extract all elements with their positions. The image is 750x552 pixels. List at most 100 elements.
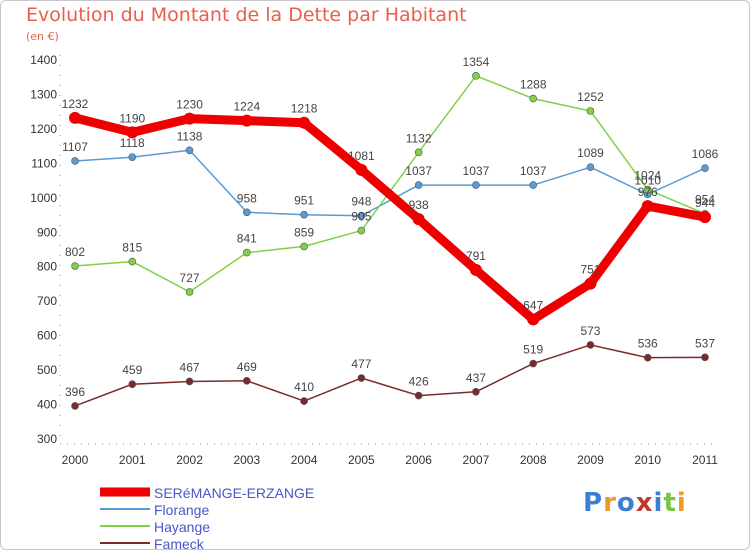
proxiti-logo: Proxiti xyxy=(583,488,687,518)
y-tick-label: 500 xyxy=(37,363,57,377)
data-label: 954 xyxy=(695,193,715,207)
data-point xyxy=(243,376,251,385)
y-tick-label: 400 xyxy=(37,398,57,412)
data-label: 477 xyxy=(351,357,371,371)
logo-letter: o xyxy=(616,488,636,518)
data-point xyxy=(126,126,139,139)
data-label: 459 xyxy=(122,363,142,377)
data-label: 1086 xyxy=(692,147,719,161)
x-tick-label: 2003 xyxy=(233,453,260,467)
data-label: 1118 xyxy=(120,136,145,150)
data-label: 1010 xyxy=(634,173,661,187)
x-tick-label: 2004 xyxy=(291,453,318,467)
data-label: 1024 xyxy=(634,169,661,183)
data-label: 1230 xyxy=(176,98,203,112)
x-tick-label: 2007 xyxy=(463,453,490,467)
data-point xyxy=(355,163,368,176)
data-point xyxy=(701,353,709,362)
data-label: 727 xyxy=(180,271,200,285)
legend-swatch xyxy=(100,542,150,544)
data-label: 938 xyxy=(409,198,429,212)
legend-swatch xyxy=(100,508,150,510)
chart-subtitle: (en €) xyxy=(26,30,59,43)
data-label: 958 xyxy=(237,191,257,205)
data-point xyxy=(357,374,366,382)
data-label: 944 xyxy=(695,196,715,210)
series-line xyxy=(70,113,710,324)
data-point xyxy=(298,116,311,129)
data-point xyxy=(412,213,425,226)
data-label: 426 xyxy=(409,375,429,389)
legend-item-fameck: Fameck xyxy=(100,535,314,552)
data-point xyxy=(414,181,423,189)
data-point xyxy=(357,226,366,235)
data-point xyxy=(586,107,595,115)
legend-item-serémange: SERéMANGE-ERZANGE xyxy=(100,484,314,501)
x-tick-label: 2011 xyxy=(692,453,718,467)
data-point xyxy=(641,200,654,213)
data-point xyxy=(300,397,308,405)
y-tick-label: 1400 xyxy=(30,53,57,67)
data-point xyxy=(71,262,79,270)
data-point xyxy=(300,210,308,219)
data-point xyxy=(185,377,194,386)
data-label: 815 xyxy=(122,241,142,255)
y-tick-label: 1300 xyxy=(30,87,57,101)
data-point xyxy=(128,257,137,266)
data-label: 396 xyxy=(65,385,85,399)
data-label: 1081 xyxy=(348,149,375,163)
data-point xyxy=(586,163,595,171)
series-line xyxy=(74,149,706,217)
data-point xyxy=(586,341,595,349)
data-point xyxy=(472,72,480,80)
legend-item-florange: Florange xyxy=(100,501,314,518)
data-label: 905 xyxy=(351,210,371,224)
x-tick-label: 2006 xyxy=(405,453,432,467)
data-label: 1089 xyxy=(577,146,604,160)
data-label: 467 xyxy=(180,360,200,374)
x-tick-label: 2001 xyxy=(119,453,146,467)
legend-swatch xyxy=(100,525,150,527)
logo-letter: x xyxy=(635,488,654,518)
y-tick-label: 300 xyxy=(37,432,57,446)
logo-letter: t xyxy=(663,488,677,518)
data-label: 1037 xyxy=(520,164,547,178)
data-label: 437 xyxy=(466,371,486,385)
data-label: 1138 xyxy=(177,129,203,143)
data-point xyxy=(183,112,196,125)
legend-swatch xyxy=(100,487,150,497)
data-label: 841 xyxy=(237,232,257,246)
data-label: 1224 xyxy=(233,100,260,114)
data-label: 1037 xyxy=(463,164,490,178)
data-point xyxy=(529,94,537,103)
data-label: 410 xyxy=(294,380,314,394)
logo-letter: i xyxy=(653,488,664,518)
data-point xyxy=(643,353,652,362)
data-point xyxy=(643,185,652,194)
data-point xyxy=(185,146,194,155)
data-point xyxy=(701,164,709,172)
data-label: 573 xyxy=(580,324,600,338)
data-point xyxy=(469,263,482,276)
data-point xyxy=(128,380,137,389)
legend-label: Florange xyxy=(154,501,210,518)
y-tick-label: 900 xyxy=(37,225,57,239)
data-point xyxy=(699,211,711,224)
y-tick-label: 1100 xyxy=(31,156,57,170)
data-point xyxy=(357,211,366,220)
data-point xyxy=(414,391,423,400)
data-label: 469 xyxy=(237,360,257,374)
data-label: 791 xyxy=(466,249,486,263)
data-label: 1252 xyxy=(577,90,604,104)
data-label: 802 xyxy=(65,245,85,259)
data-label: 948 xyxy=(351,195,371,209)
y-tick-label: 600 xyxy=(37,329,57,343)
legend-item-hayange: Hayange xyxy=(100,518,314,535)
chart-title: Evolution du Montant de la Dette par Hab… xyxy=(26,4,467,26)
series-line xyxy=(74,344,706,407)
data-point xyxy=(128,153,137,161)
data-point xyxy=(472,387,480,396)
data-label: 1232 xyxy=(62,97,89,111)
